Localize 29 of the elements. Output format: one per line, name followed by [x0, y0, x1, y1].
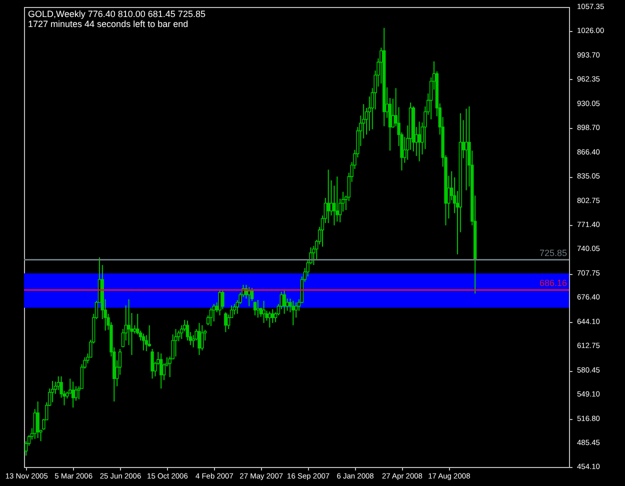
candlestick: [294, 302, 298, 318]
candlestick: [74, 386, 78, 402]
candlestick: [150, 348, 154, 380]
candlestick: [209, 307, 213, 327]
candlestick: [224, 312, 228, 333]
candlestick: [71, 381, 75, 408]
candlestick: [198, 322, 201, 356]
candlestick: [256, 300, 260, 318]
candlestick: [262, 300, 266, 324]
ref-line-label: 686.16: [539, 278, 567, 288]
candlestick: [68, 378, 72, 394]
text: 1727 minutes 44 seconds left to bar end: [28, 19, 188, 29]
candlestick: [292, 300, 295, 326]
candlestick: [282, 288, 286, 314]
candlestick: [159, 352, 163, 390]
candlestick: [200, 324, 204, 351]
chart-title: GOLD,Weekly 776.40 810.00 681.45 725.85: [28, 9, 206, 19]
candlestick: [36, 401, 40, 439]
candlestick: [253, 301, 257, 316]
ref-line-label: 725.85: [539, 248, 567, 258]
candlestick: [142, 333, 146, 351]
candlestick: [186, 320, 190, 341]
candlestick: [232, 303, 236, 316]
candlestick: [218, 288, 222, 316]
candlestick: [326, 169, 330, 224]
candlestick: [336, 176, 339, 222]
candlestick: [174, 328, 178, 358]
candlestick: [418, 121, 421, 162]
candlestick: [271, 308, 274, 324]
